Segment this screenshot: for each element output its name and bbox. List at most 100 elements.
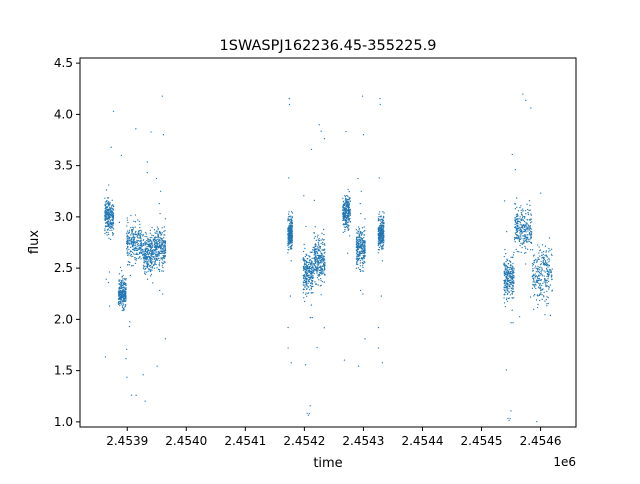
data-point bbox=[347, 214, 349, 216]
data-point bbox=[321, 270, 323, 272]
data-point bbox=[308, 265, 311, 268]
data-point bbox=[316, 277, 319, 279]
data-point bbox=[538, 271, 541, 274]
data-point bbox=[106, 225, 108, 227]
data-point bbox=[381, 239, 384, 241]
data-point bbox=[535, 271, 537, 273]
data-point bbox=[104, 201, 107, 203]
data-point bbox=[134, 243, 136, 245]
data-point bbox=[310, 261, 312, 263]
data-point bbox=[343, 218, 345, 221]
data-point bbox=[112, 208, 114, 211]
data-point bbox=[550, 270, 552, 272]
x-tick-label: 2.4540 bbox=[165, 434, 207, 448]
data-point bbox=[361, 240, 363, 242]
data-point bbox=[128, 242, 130, 244]
data-point bbox=[541, 254, 543, 257]
data-point bbox=[347, 229, 349, 231]
data-point bbox=[512, 288, 514, 290]
data-point bbox=[509, 260, 512, 263]
data-point bbox=[138, 251, 141, 254]
x-axis-ticks: 2.4539 2.4540 2.4541 2.4542 2.4543 2.4544 2.45… bbox=[106, 427, 562, 448]
data-point bbox=[346, 209, 348, 212]
data-point bbox=[162, 249, 164, 251]
data-point bbox=[511, 269, 514, 271]
data-point bbox=[156, 255, 159, 257]
data-point bbox=[132, 239, 135, 241]
data-point bbox=[290, 244, 293, 247]
data-point bbox=[532, 267, 534, 270]
data-point bbox=[345, 218, 347, 220]
data-point bbox=[362, 293, 364, 295]
data-point bbox=[132, 253, 135, 255]
data-point bbox=[323, 258, 326, 261]
data-point bbox=[104, 212, 106, 214]
data-point bbox=[382, 227, 385, 229]
data-point bbox=[110, 238, 112, 241]
data-point bbox=[524, 238, 526, 240]
data-point bbox=[343, 215, 346, 217]
data-point bbox=[109, 225, 112, 227]
data-point bbox=[302, 283, 304, 285]
data-point bbox=[121, 295, 123, 297]
data-point bbox=[131, 237, 133, 240]
data-point bbox=[312, 271, 314, 274]
data-point bbox=[507, 277, 509, 280]
data-point bbox=[162, 255, 165, 257]
data-point bbox=[521, 213, 523, 216]
data-point bbox=[303, 264, 306, 266]
data-point bbox=[303, 281, 305, 284]
data-point bbox=[314, 268, 317, 270]
data-point bbox=[136, 234, 138, 236]
data-point bbox=[516, 197, 518, 199]
data-point bbox=[289, 226, 291, 228]
data-point bbox=[162, 266, 164, 269]
data-point bbox=[126, 252, 128, 254]
data-point bbox=[111, 207, 113, 210]
data-point bbox=[155, 236, 157, 239]
data-point bbox=[138, 231, 140, 233]
data-point bbox=[164, 246, 167, 248]
data-point bbox=[157, 254, 159, 256]
data-point bbox=[144, 231, 147, 234]
data-point bbox=[311, 283, 314, 285]
data-point bbox=[342, 209, 344, 212]
data-point bbox=[140, 242, 143, 244]
data-point bbox=[357, 267, 360, 269]
data-point bbox=[123, 307, 125, 309]
data-point bbox=[124, 296, 127, 298]
data-point bbox=[140, 249, 142, 252]
data-point bbox=[157, 238, 159, 240]
data-point bbox=[511, 280, 513, 282]
data-point bbox=[135, 259, 137, 261]
data-point bbox=[521, 215, 523, 217]
data-point bbox=[152, 253, 155, 255]
data-point bbox=[154, 242, 156, 244]
data-point bbox=[517, 210, 520, 212]
data-point bbox=[105, 278, 107, 280]
data-point bbox=[320, 279, 322, 282]
data-point bbox=[155, 258, 158, 260]
data-point bbox=[288, 232, 290, 234]
data-point bbox=[526, 241, 528, 243]
data-point bbox=[343, 204, 346, 207]
data-point bbox=[112, 215, 114, 217]
data-point bbox=[532, 263, 535, 266]
data-point bbox=[319, 259, 321, 262]
data-point bbox=[152, 282, 154, 284]
data-point bbox=[317, 257, 320, 259]
data-point bbox=[158, 239, 160, 241]
data-point bbox=[138, 244, 140, 247]
data-point bbox=[155, 241, 157, 244]
data-point bbox=[362, 240, 364, 242]
data-point bbox=[383, 212, 385, 214]
data-point bbox=[315, 249, 317, 251]
data-point bbox=[519, 245, 521, 247]
data-point bbox=[360, 190, 362, 192]
data-point bbox=[361, 239, 364, 241]
data-point bbox=[505, 369, 508, 371]
data-point bbox=[347, 199, 349, 201]
data-point bbox=[521, 224, 523, 226]
data-point bbox=[158, 255, 160, 257]
data-point bbox=[521, 226, 523, 229]
